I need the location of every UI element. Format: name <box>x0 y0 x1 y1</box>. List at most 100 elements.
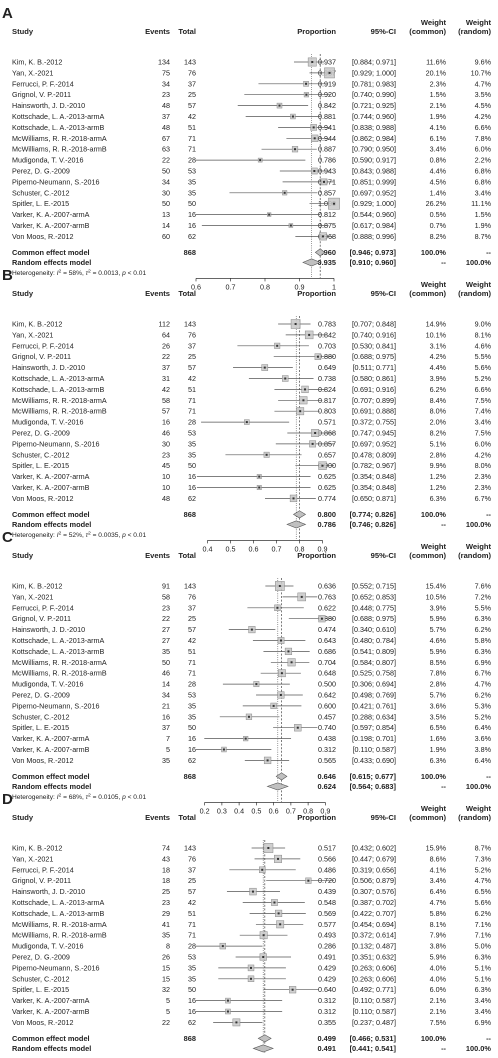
study-proportion: 0.783 <box>318 320 336 329</box>
study-label: Kottschade, L. A.-2013-armB <box>12 909 104 918</box>
study-weight-random: 7.5% <box>475 396 492 405</box>
study-total: 37 <box>188 79 196 88</box>
study-events: 27 <box>162 625 170 634</box>
study-ci: [0.422; 0.707] <box>352 909 396 918</box>
study-point-estimate <box>300 595 303 598</box>
header-total: Total <box>178 27 196 36</box>
study-label: McWilliams, R. R.-2018-armB <box>12 145 107 154</box>
study-weight-random: 6.7% <box>475 669 492 678</box>
study-events: 37 <box>162 723 170 732</box>
study-total: 28 <box>188 680 196 689</box>
study-ci: [0.511; 0.771] <box>353 363 396 372</box>
study-weight-common: 2.1% <box>430 996 447 1005</box>
study-proportion: 0.429 <box>318 963 336 972</box>
study-total: 35 <box>188 177 196 186</box>
study-weight-random: 6.8% <box>475 177 492 186</box>
study-total: 16 <box>188 734 196 743</box>
study-proportion: 0.312 <box>318 996 336 1005</box>
random-model-diamond <box>302 258 321 267</box>
study-weight-random: 7.2% <box>475 592 492 601</box>
study-events: 50 <box>162 199 170 208</box>
study-events: 50 <box>162 658 170 667</box>
study-ci: [0.387; 0.702] <box>352 898 396 907</box>
study-point-estimate <box>305 82 308 85</box>
common-model-ci: [0.946; 0.973] <box>350 248 397 257</box>
study-weight-random: 7.3% <box>475 854 492 863</box>
study-weight-common: 7.9% <box>430 931 447 940</box>
header-events: Events <box>145 289 170 298</box>
study-point-estimate <box>268 213 271 216</box>
study-events: 35 <box>162 647 170 656</box>
random-model-diamond <box>266 782 289 791</box>
study-point-estimate <box>292 497 295 500</box>
study-ci: [0.740; 0.916] <box>352 330 396 339</box>
x-axis-tick-label: 0.5 <box>226 544 236 553</box>
random-model-weight-common: -- <box>441 1044 446 1053</box>
study-weight-common: 4.0% <box>430 963 447 972</box>
heterogeneity-statistics: Heterogeneity: I2 = 58%, τ2 = 0.0013, p … <box>12 268 146 277</box>
x-axis-tick-label: 0.5 <box>251 806 261 815</box>
study-point-estimate <box>321 235 324 238</box>
study-ci: [0.263; 0.606] <box>352 963 396 972</box>
random-model-ci: [0.564; 0.683] <box>350 782 397 791</box>
study-events: 60 <box>162 232 170 241</box>
study-events: 29 <box>162 909 170 918</box>
study-proportion: 0.491 <box>318 953 336 962</box>
study-events: 22 <box>162 614 170 623</box>
random-model-label: Random effects model <box>12 782 91 791</box>
study-proportion: 0.600 <box>318 701 336 710</box>
study-weight-common: 5.9% <box>430 614 447 623</box>
study-proportion: 0.486 <box>318 865 336 874</box>
study-point-estimate <box>222 748 225 751</box>
common-model-diamond <box>257 1034 272 1043</box>
study-events: 5 <box>166 745 170 754</box>
study-label: Varker, K. A.-2007-armA <box>12 210 90 219</box>
study-events: 5 <box>166 996 170 1005</box>
study-ci: [0.288; 0.634] <box>352 712 396 721</box>
study-events: 8 <box>166 942 170 951</box>
study-weight-random: 6.2% <box>475 691 492 700</box>
study-weight-common: 2.1% <box>430 1007 447 1016</box>
header-weight-random-line2: (random) <box>458 289 491 298</box>
study-events: 25 <box>162 887 170 896</box>
study-weight-common: 4.0% <box>430 974 447 983</box>
study-weight-common: 5.1% <box>430 439 447 448</box>
panel-label: B <box>2 267 13 284</box>
common-model-weight-common: 100.0% <box>421 1034 446 1043</box>
header-events: Events <box>145 27 170 36</box>
study-weight-common: 5.7% <box>430 625 447 634</box>
study-events: 18 <box>162 865 170 874</box>
common-model-label: Common effect model <box>12 1034 90 1043</box>
study-weight-random: 2.3% <box>475 483 492 492</box>
study-weight-random: 5.2% <box>475 374 492 383</box>
study-point-estimate <box>299 410 302 413</box>
study-events: 15 <box>162 963 170 972</box>
study-point-estimate <box>304 388 307 391</box>
study-label: McWilliams, R. R.-2018-armB <box>12 407 107 416</box>
common-model-diamond <box>314 248 326 257</box>
study-events: 43 <box>162 854 170 863</box>
random-model-ci: [0.441; 0.541] <box>350 1044 397 1053</box>
study-total: 16 <box>188 745 196 754</box>
study-label: Kottschade, L. A.-2013-armB <box>12 647 104 656</box>
study-events: 58 <box>162 396 170 405</box>
common-model-proportion: 0.960 <box>318 248 337 257</box>
study-weight-common: 15.9% <box>426 844 447 853</box>
study-total: 42 <box>188 898 196 907</box>
header-weight-random-line1: Weight <box>466 280 492 289</box>
study-label: Ferrucci, P. F.-2014 <box>12 865 74 874</box>
x-axis-tick-label: 0.9 <box>318 544 328 553</box>
study-ci: [0.110; 0.587] <box>353 1007 396 1016</box>
study-events: 41 <box>162 920 170 929</box>
study-label: Kim, K. B.-2012 <box>12 844 62 853</box>
study-weight-common: 0.7% <box>430 221 447 230</box>
random-model-weight-random: 100.0% <box>466 520 491 529</box>
study-weight-common: 6.3% <box>430 494 447 503</box>
study-weight-common: 5.7% <box>430 691 447 700</box>
header-proportion: Proportion <box>297 289 336 298</box>
study-weight-random: 6.3% <box>475 647 492 656</box>
study-weight-common: 3.9% <box>430 374 447 383</box>
x-axis-tick-label: 0.9 <box>320 806 330 815</box>
study-point-estimate <box>247 715 250 718</box>
study-total: 51 <box>188 909 196 918</box>
